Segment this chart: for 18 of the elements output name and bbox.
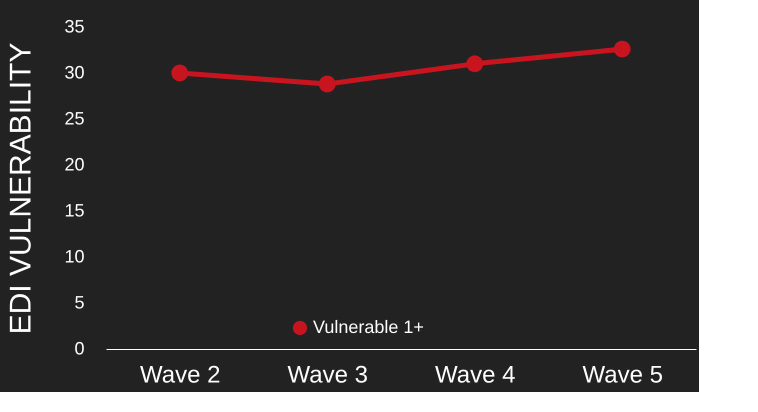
y-tick-label: 25 — [64, 108, 84, 128]
y-tick-label: 5 — [74, 292, 84, 312]
y-tick-label: 0 — [74, 338, 84, 358]
y-tick-label: 35 — [64, 16, 84, 36]
point — [171, 64, 188, 82]
y-tick-label: 30 — [64, 62, 84, 82]
x-tick-label: Wave 2 — [140, 362, 220, 388]
legend-label: Vulnerable 1+ — [313, 317, 424, 337]
y-tick-label: 15 — [64, 200, 84, 220]
point — [614, 40, 631, 58]
x-tick-label: Wave 5 — [582, 362, 663, 388]
y-axis-title: EDI VULNERABILITY — [4, 42, 38, 334]
x-tick-label: Wave 4 — [435, 362, 516, 388]
point — [466, 55, 484, 72]
y-tick-label: 10 — [64, 246, 84, 266]
x-tick-label: Wave 3 — [288, 362, 368, 388]
point — [318, 76, 336, 92]
y-tick-label: 20 — [64, 154, 84, 174]
